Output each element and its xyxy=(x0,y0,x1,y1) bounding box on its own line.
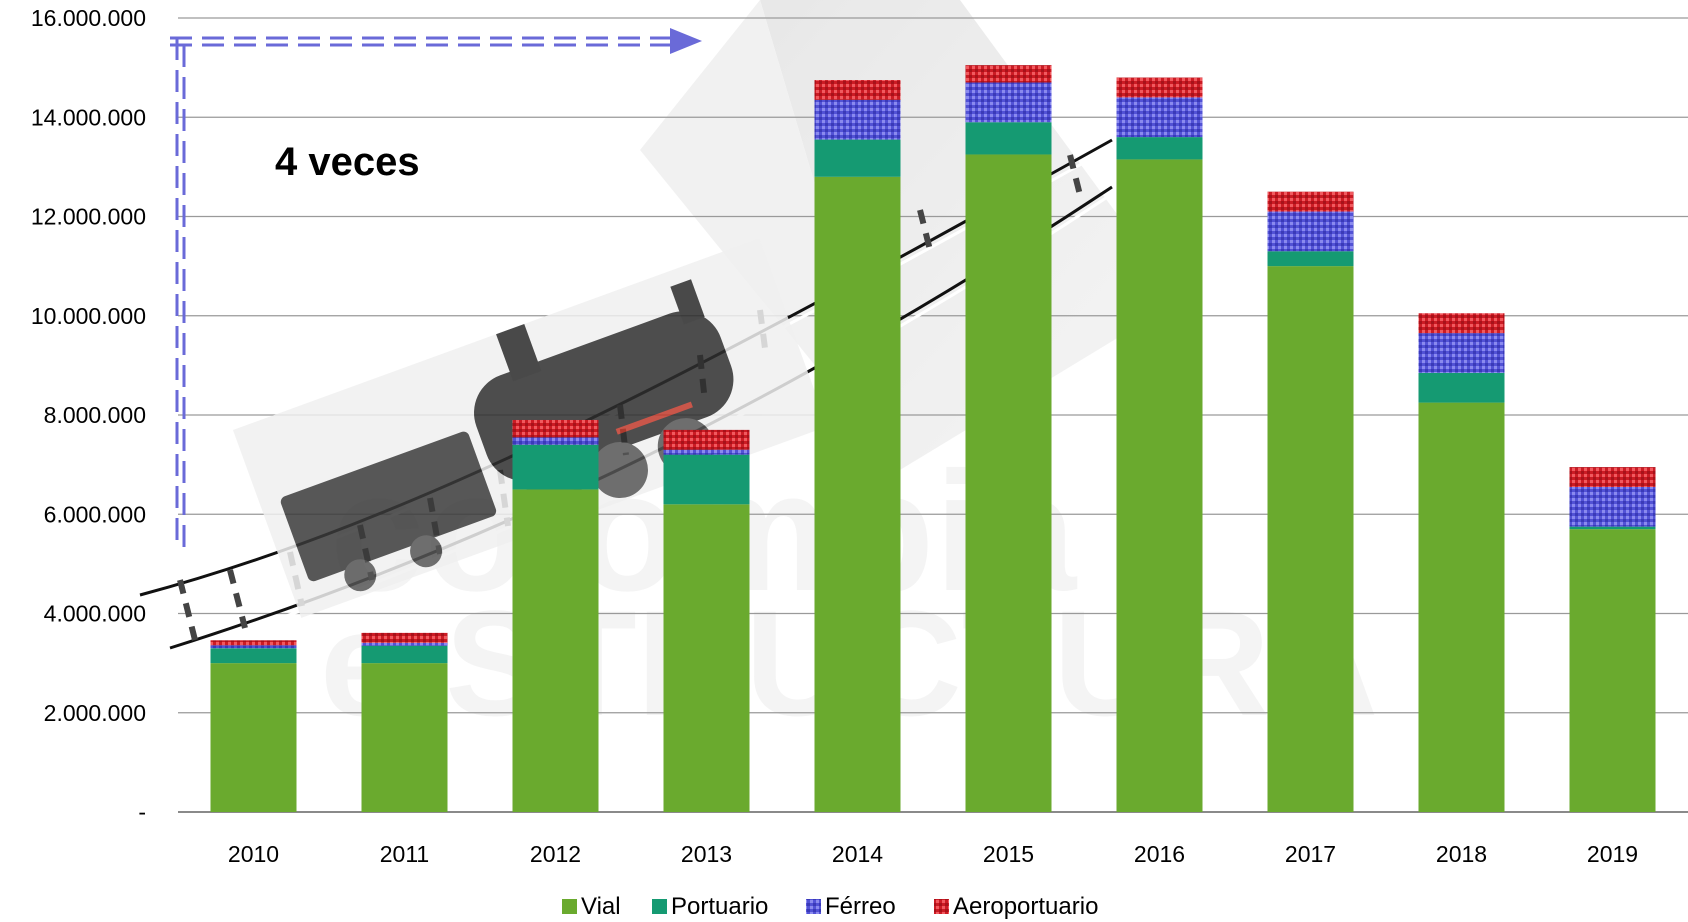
bar-segment-vial xyxy=(1116,159,1203,812)
bar-segment-portuario xyxy=(361,645,448,664)
x-tick-label: 2016 xyxy=(1134,841,1185,867)
x-tick-label: 2010 xyxy=(228,841,279,867)
bar-segment-aeroportuario xyxy=(1569,467,1656,487)
y-axis: - 2.000.000 4.000.000 6.000.000 8.000.000 10.… xyxy=(31,5,146,825)
x-tick-label: 2017 xyxy=(1285,841,1336,867)
bar-segment-portuario xyxy=(1418,372,1505,403)
bar-segment-aeroportuario xyxy=(210,640,297,646)
bar-segment-vial xyxy=(965,154,1052,812)
x-tick-label: 2019 xyxy=(1587,841,1638,867)
x-axis: 2010 2011 2012 2013 2014 2015 2016 2017 2018 2019 xyxy=(228,841,1638,867)
bar-segment-vial xyxy=(1267,266,1354,812)
x-tick-label: 2018 xyxy=(1436,841,1487,867)
bar-segment-portuario xyxy=(1116,137,1203,160)
bar-segment-portuario xyxy=(512,444,599,490)
legend-swatch xyxy=(934,899,949,914)
bar-segment-vial xyxy=(361,663,448,812)
y-tick-label: 6.000.000 xyxy=(44,501,146,527)
legend-label: Aeroportuario xyxy=(953,893,1098,920)
y-tick-label: 2.000.000 xyxy=(44,700,146,726)
bar-segment-férreo xyxy=(1418,333,1505,373)
bar-segment-aeroportuario xyxy=(965,65,1052,83)
bar-segment-portuario xyxy=(663,454,750,505)
bar-segment-férreo xyxy=(1116,97,1203,138)
y-tick-label: 8.000.000 xyxy=(44,402,146,428)
x-tick-label: 2013 xyxy=(681,841,732,867)
bar-segment-vial xyxy=(1569,529,1656,812)
legend-label: Portuario xyxy=(671,893,768,920)
bars xyxy=(210,65,1656,813)
x-tick-label: 2015 xyxy=(983,841,1034,867)
legend-label: Vial xyxy=(581,893,621,920)
legend: Vial Portuario Férreo Aeroportuario xyxy=(562,893,1098,920)
bar-segment-vial xyxy=(1418,402,1505,812)
growth-annotation-arrows xyxy=(170,28,702,548)
bar-segment-férreo xyxy=(361,642,448,646)
bar-segment-férreo xyxy=(814,99,901,140)
bar-segment-férreo xyxy=(1267,211,1354,252)
x-tick-label: 2014 xyxy=(832,841,883,867)
bar-segment-férreo xyxy=(965,82,1052,123)
y-tick-label: 14.000.000 xyxy=(31,104,146,130)
bar-segment-aeroportuario xyxy=(1267,191,1354,212)
bar-segment-aeroportuario xyxy=(814,80,901,100)
legend-swatch xyxy=(562,899,577,914)
bar-segment-férreo xyxy=(663,449,750,455)
y-tick-label: 16.000.000 xyxy=(31,5,146,31)
bar-segment-férreo xyxy=(512,437,599,445)
legend-swatch xyxy=(806,899,821,914)
bar-segment-vial xyxy=(512,489,599,812)
bar-segment-aeroportuario xyxy=(663,429,750,450)
bar-segment-vial xyxy=(663,504,750,812)
bar-segment-portuario xyxy=(965,122,1052,155)
y-tick-label: 4.000.000 xyxy=(44,601,146,627)
bar-segment-aeroportuario xyxy=(1116,77,1203,98)
legend-label: Férreo xyxy=(825,893,896,920)
growth-annotation: 4 veces xyxy=(275,140,420,184)
bar-segment-portuario xyxy=(210,648,297,664)
y-tick-label: - xyxy=(138,799,146,825)
bar-segment-portuario xyxy=(814,139,901,177)
legend-swatch xyxy=(652,899,667,914)
bar-segment-vial xyxy=(814,176,901,813)
bar-segment-férreo xyxy=(210,645,297,649)
bar-segment-vial xyxy=(210,663,297,812)
bar-segment-aeroportuario xyxy=(1418,313,1505,334)
x-tick-label: 2011 xyxy=(380,841,429,867)
x-tick-label: 2012 xyxy=(530,841,581,867)
y-tick-label: 12.000.000 xyxy=(31,204,146,230)
bar-segment-aeroportuario xyxy=(361,632,448,643)
bar-segment-aeroportuario xyxy=(512,419,599,438)
bar-segment-portuario xyxy=(1569,526,1656,530)
bar-segment-férreo xyxy=(1569,486,1656,527)
y-tick-label: 10.000.000 xyxy=(31,303,146,329)
bar-segment-portuario xyxy=(1267,251,1354,267)
